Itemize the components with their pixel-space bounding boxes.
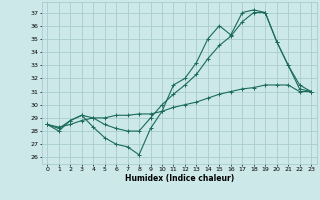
X-axis label: Humidex (Indice chaleur): Humidex (Indice chaleur) bbox=[124, 174, 234, 183]
